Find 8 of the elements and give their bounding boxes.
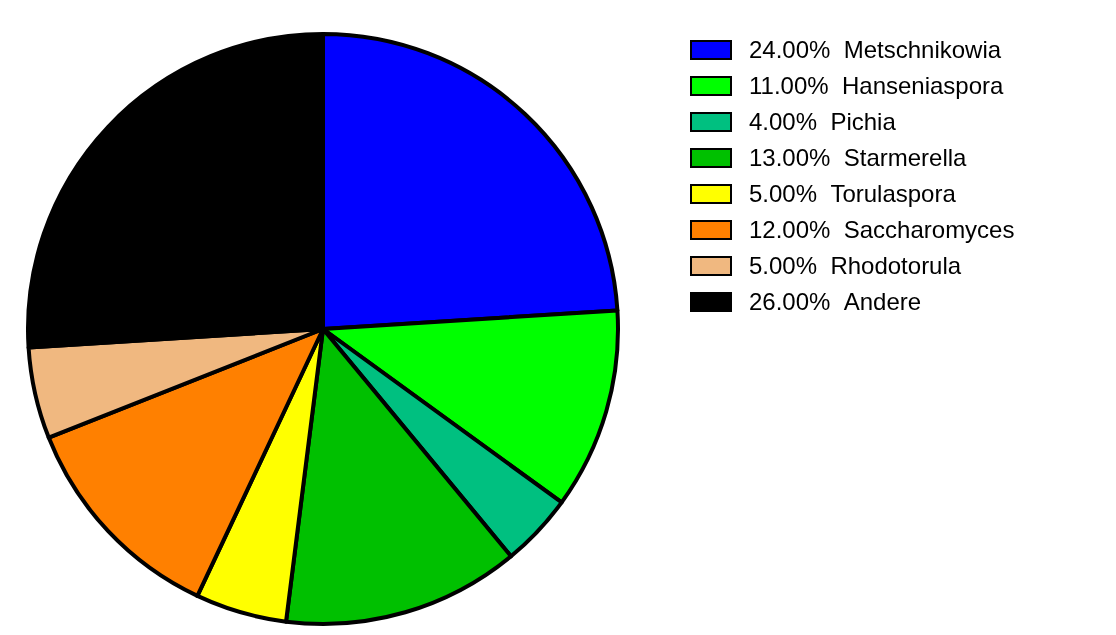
legend-label: 11.00% Hanseniaspora — [749, 72, 1005, 99]
legend-label: 13.00% Starmerella — [749, 144, 968, 171]
legend-label: 5.00% Torulaspora — [749, 180, 957, 207]
legend-label: 12.00% Saccharomyces — [749, 216, 1015, 243]
legend-label: 4.00% Pichia — [749, 108, 897, 135]
legend-label: 24.00% Metschnikowia — [749, 36, 1002, 63]
legend-label: 5.00% Rhodotorula — [749, 252, 962, 279]
legend-label: 26.00% Andere — [749, 288, 922, 315]
